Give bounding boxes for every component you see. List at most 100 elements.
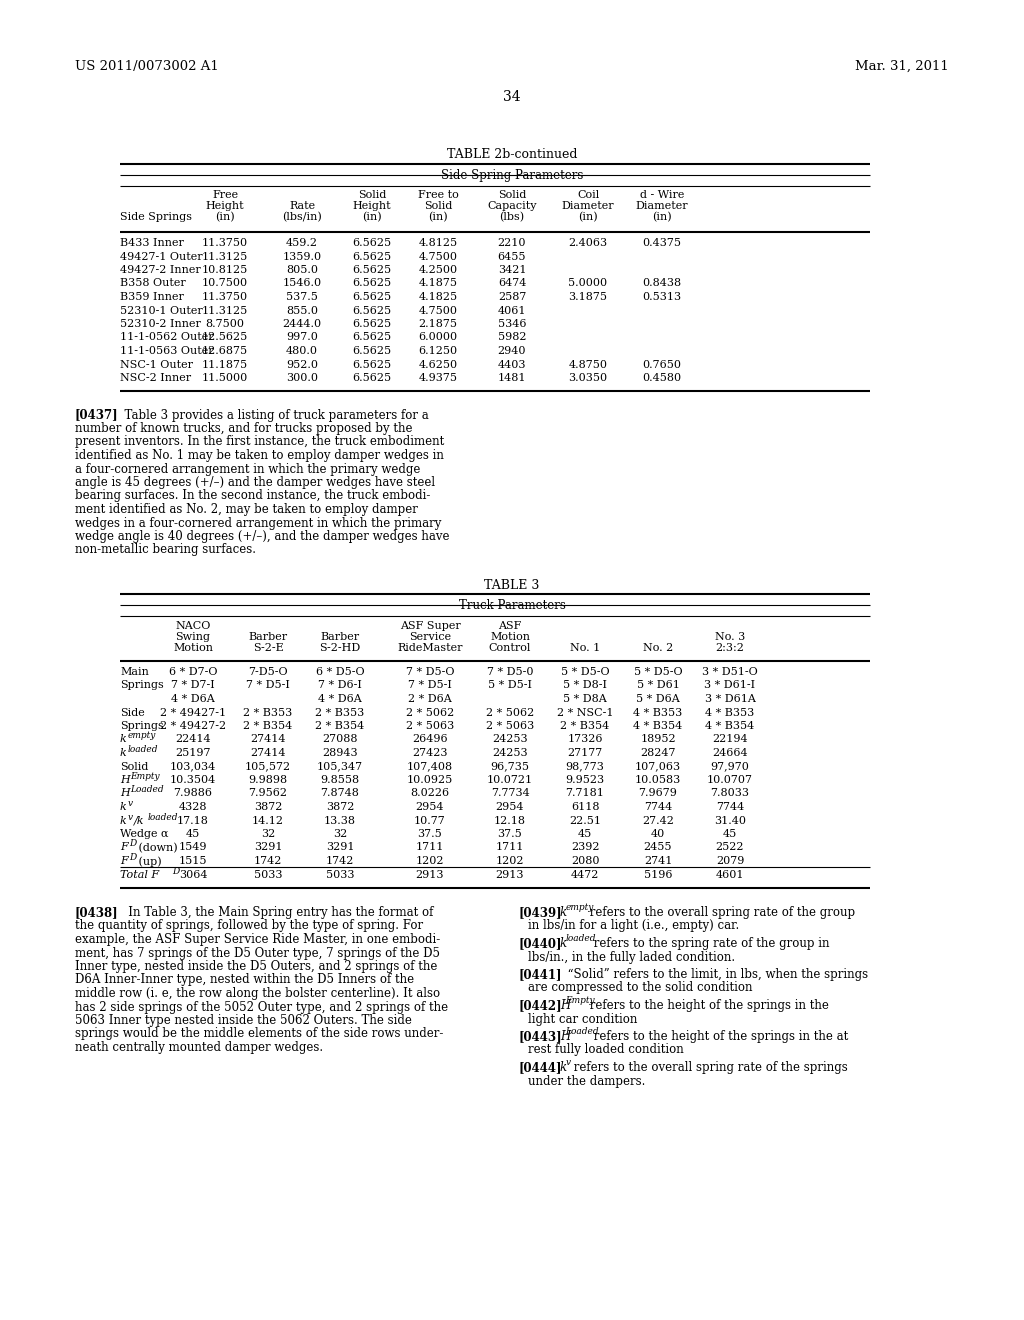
Text: 32: 32 [333, 829, 347, 840]
Text: middle row (i. e, the row along the bolster centerline). It also: middle row (i. e, the row along the bols… [75, 987, 440, 1001]
Text: 5 * D8-I: 5 * D8-I [563, 681, 607, 690]
Text: 6474: 6474 [498, 279, 526, 289]
Text: [0440]: [0440] [518, 937, 561, 950]
Text: Springs: Springs [120, 721, 164, 731]
Text: 9.9898: 9.9898 [249, 775, 288, 785]
Text: 3421: 3421 [498, 265, 526, 275]
Text: 4.2500: 4.2500 [419, 265, 458, 275]
Text: under the dampers.: under the dampers. [528, 1074, 645, 1088]
Text: 3291: 3291 [254, 842, 283, 853]
Text: 4 * B354: 4 * B354 [634, 721, 683, 731]
Text: 32: 32 [261, 829, 275, 840]
Text: Coil: Coil [577, 190, 599, 201]
Text: 52310-1 Outer: 52310-1 Outer [120, 305, 203, 315]
Text: 10.0583: 10.0583 [635, 775, 681, 785]
Text: 37.5: 37.5 [418, 829, 442, 840]
Text: 2522: 2522 [716, 842, 744, 853]
Text: 14.12: 14.12 [252, 816, 284, 825]
Text: 7 * D5-O: 7 * D5-O [406, 667, 455, 677]
Text: 300.0: 300.0 [286, 374, 318, 383]
Text: 997.0: 997.0 [286, 333, 317, 342]
Text: No. 1: No. 1 [570, 643, 600, 653]
Text: 5 * D8A: 5 * D8A [563, 694, 607, 704]
Text: H: H [120, 788, 130, 799]
Text: 7 * D6-I: 7 * D6-I [318, 681, 361, 690]
Text: 25197: 25197 [175, 748, 211, 758]
Text: 12.6875: 12.6875 [202, 346, 248, 356]
Text: 6.1250: 6.1250 [419, 346, 458, 356]
Text: 8.0226: 8.0226 [411, 788, 450, 799]
Text: 5033: 5033 [326, 870, 354, 879]
Text: 24253: 24253 [493, 734, 527, 744]
Text: 2 * 5063: 2 * 5063 [406, 721, 454, 731]
Text: loaded: loaded [128, 744, 159, 754]
Text: 4.1875: 4.1875 [419, 279, 458, 289]
Text: 11-1-0562 Outer: 11-1-0562 Outer [120, 333, 214, 342]
Text: (in): (in) [652, 213, 672, 222]
Text: 6.5625: 6.5625 [352, 346, 391, 356]
Text: 1202: 1202 [496, 855, 524, 866]
Text: 6.5625: 6.5625 [352, 305, 391, 315]
Text: (lbs): (lbs) [500, 213, 524, 222]
Text: Barber: Barber [249, 632, 288, 642]
Text: 2940: 2940 [498, 346, 526, 356]
Text: ASF: ASF [499, 620, 521, 631]
Text: 4403: 4403 [498, 359, 526, 370]
Text: 98,773: 98,773 [565, 762, 604, 771]
Text: 2210: 2210 [498, 238, 526, 248]
Text: 49427-1 Outer: 49427-1 Outer [120, 252, 203, 261]
Text: S-2-E: S-2-E [253, 643, 284, 653]
Text: 10.77: 10.77 [414, 816, 445, 825]
Text: 11.5000: 11.5000 [202, 374, 248, 383]
Text: 27414: 27414 [250, 734, 286, 744]
Text: 3 * D51-O: 3 * D51-O [702, 667, 758, 677]
Text: No. 3: No. 3 [715, 632, 745, 642]
Text: H: H [560, 999, 570, 1012]
Text: F: F [120, 842, 128, 853]
Text: 7 * D5-I: 7 * D5-I [408, 681, 452, 690]
Text: D: D [129, 853, 136, 862]
Text: Main: Main [120, 667, 148, 677]
Text: D6A Inner-Inner type, nested within the D5 Inners of the: D6A Inner-Inner type, nested within the … [75, 974, 414, 986]
Text: 2587: 2587 [498, 292, 526, 302]
Text: 4.7500: 4.7500 [419, 252, 458, 261]
Text: [0442]: [0442] [518, 999, 561, 1012]
Text: 7.8748: 7.8748 [321, 788, 359, 799]
Text: 6.5625: 6.5625 [352, 252, 391, 261]
Text: 1515: 1515 [179, 855, 207, 866]
Text: k: k [560, 1061, 567, 1074]
Text: 4.8750: 4.8750 [568, 359, 607, 370]
Text: 1742: 1742 [254, 855, 283, 866]
Text: 3872: 3872 [254, 803, 283, 812]
Text: 855.0: 855.0 [286, 305, 318, 315]
Text: 2913: 2913 [496, 870, 524, 879]
Text: wedge angle is 40 degrees (+/–), and the damper wedges have: wedge angle is 40 degrees (+/–), and the… [75, 531, 450, 543]
Text: 105,572: 105,572 [245, 762, 291, 771]
Text: springs would be the middle elements of the side rows under-: springs would be the middle elements of … [75, 1027, 443, 1040]
Text: [0441]: [0441] [518, 968, 561, 981]
Text: are compressed to the solid condition: are compressed to the solid condition [528, 982, 753, 994]
Text: 2 * 49427-1: 2 * 49427-1 [160, 708, 226, 718]
Text: 2 * 5063: 2 * 5063 [485, 721, 535, 731]
Text: Height: Height [352, 201, 391, 211]
Text: Total F: Total F [120, 870, 159, 879]
Text: Side: Side [120, 708, 144, 718]
Text: [0444]: [0444] [518, 1061, 561, 1074]
Text: 7.7181: 7.7181 [565, 788, 604, 799]
Text: 9.9523: 9.9523 [565, 775, 604, 785]
Text: 96,735: 96,735 [490, 762, 529, 771]
Text: F: F [120, 855, 128, 866]
Text: 5063 Inner type nested inside the 5062 Outers. The side: 5063 Inner type nested inside the 5062 O… [75, 1014, 412, 1027]
Text: 6 * D7-O: 6 * D7-O [169, 667, 217, 677]
Text: 0.8438: 0.8438 [642, 279, 682, 289]
Text: Wedge α: Wedge α [120, 829, 169, 840]
Text: 5 * D5-O: 5 * D5-O [561, 667, 609, 677]
Text: 3 * D61A: 3 * D61A [705, 694, 756, 704]
Text: 1711: 1711 [496, 842, 524, 853]
Text: 6.5625: 6.5625 [352, 279, 391, 289]
Text: 4 * D6A: 4 * D6A [318, 694, 361, 704]
Text: 459.2: 459.2 [286, 238, 318, 248]
Text: 49427-2 Inner: 49427-2 Inner [120, 265, 201, 275]
Text: Barber: Barber [321, 632, 359, 642]
Text: 40: 40 [651, 829, 666, 840]
